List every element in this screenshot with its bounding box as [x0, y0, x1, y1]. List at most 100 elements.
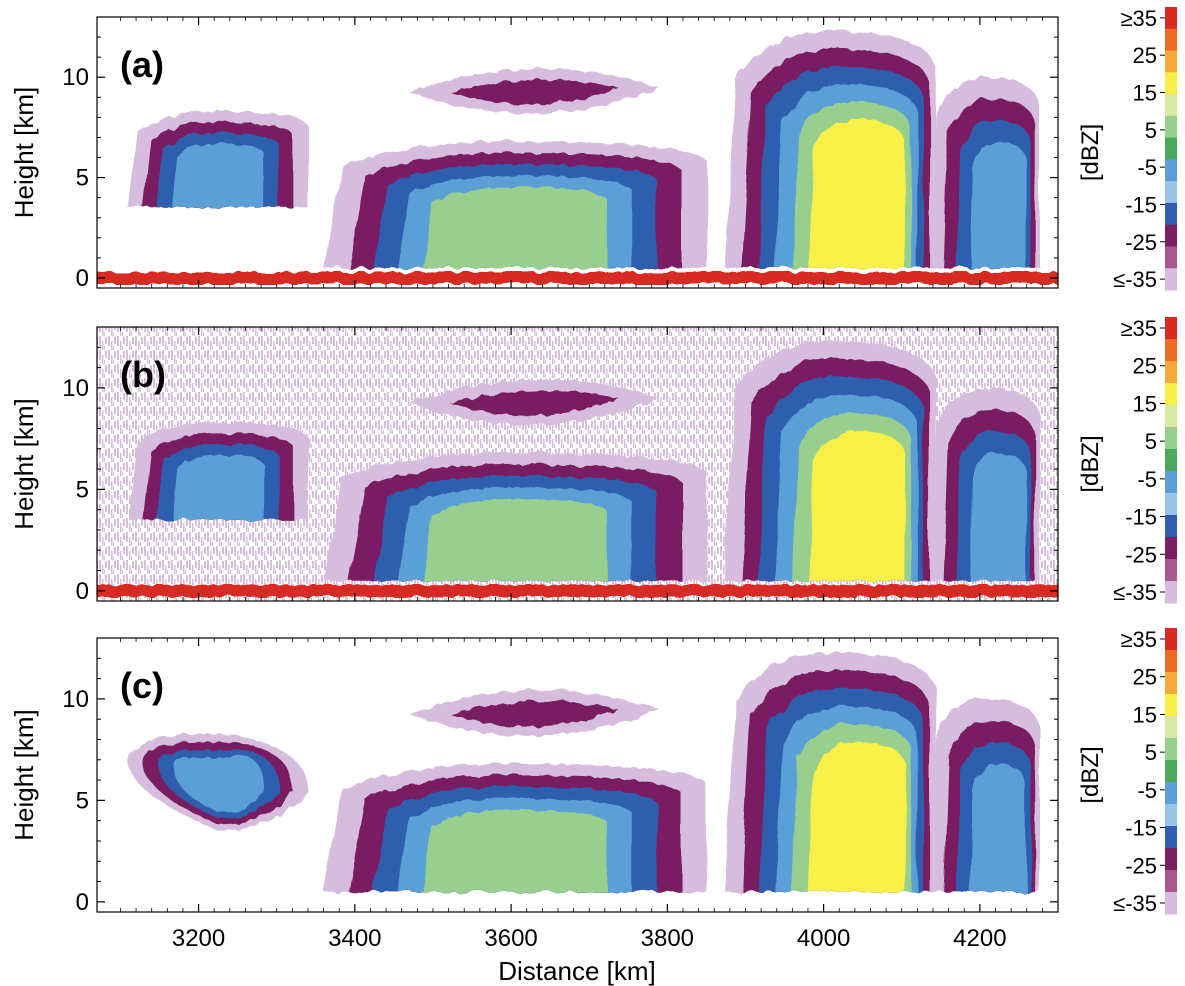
colorbar-swatch [1165, 339, 1177, 362]
y-tick-label: 0 [76, 265, 89, 292]
y-tick-label: 5 [76, 787, 89, 814]
feature-convective-tower [724, 31, 936, 268]
colorbar: ≥35 25 15 5 -5 -15 -25 ≤-35 [dBZ] [1077, 6, 1177, 292]
panel-0: 0 5 10 (a) Height [km] ≥35 25 15 5 -5 -15 -25 ≤-35 [d… [9, 6, 1177, 292]
echo-contour [450, 79, 619, 105]
plot-frame [96, 16, 1059, 289]
colorbar-tick-label: -15 [1125, 816, 1157, 841]
colorbar-tick-label: ≤-35 [1113, 580, 1157, 605]
colorbar-swatch [1165, 383, 1177, 406]
colorbar-swatch [1165, 738, 1177, 761]
echo-contour [172, 455, 265, 520]
feature-cloud [323, 452, 707, 581]
echo-contour [450, 390, 619, 416]
panel-2: 0 5 10 3200 3400 3600 3800 4000 4200 (c) Height [k… [9, 627, 1177, 952]
feature-anvil [409, 690, 660, 736]
echo-contour [808, 119, 905, 268]
colorbar-swatch [1165, 317, 1177, 340]
colorbar-tick-label: 25 [1133, 665, 1157, 690]
panel-label: (b) [120, 354, 166, 395]
colorbar-swatch [1165, 115, 1177, 139]
colorbar-swatch [1165, 202, 1177, 226]
colorbar-tick-label: 25 [1133, 354, 1157, 379]
colorbar-swatch [1165, 628, 1177, 651]
x-axis-label: Distance [km] [498, 956, 656, 986]
colorbar-swatch [1165, 870, 1177, 893]
colorbar-swatch [1165, 361, 1177, 384]
y-axis-label: Height [km] [9, 398, 39, 530]
colorbar-tick-label: 25 [1133, 43, 1157, 68]
echo-contour [808, 431, 905, 581]
echo-contour [450, 701, 619, 727]
y-tick-label: 10 [62, 686, 89, 713]
colorbar-swatch [1165, 493, 1177, 516]
colorbar-swatch [1165, 159, 1177, 182]
colorbar-tick-label: -25 [1125, 542, 1157, 567]
echo-contour [969, 452, 1026, 581]
colorbar: ≥35 25 15 5 -5 -15 -25 ≤-35 [dBZ] [1077, 627, 1177, 916]
colorbar-tick-label: -5 [1137, 155, 1157, 180]
feature-convective-tower [724, 341, 936, 581]
colorbar-swatch [1165, 28, 1177, 52]
colorbar-swatch [1165, 716, 1177, 739]
panel-label: (a) [120, 44, 164, 85]
x-tick-label: 3400 [328, 925, 381, 952]
colorbar-swatch [1165, 94, 1177, 117]
colorbar-tick-label: 5 [1145, 429, 1157, 454]
colorbar-swatch [1165, 515, 1177, 538]
echo-contour [172, 755, 265, 814]
feature-anvil [409, 379, 660, 425]
feature-anvil [409, 68, 660, 114]
colorbar-swatch [1165, 559, 1177, 582]
colorbar-swatch [1165, 672, 1177, 695]
colorbar-swatch [1165, 7, 1177, 30]
colorbar-swatch [1165, 224, 1177, 247]
colorbar-swatch [1165, 427, 1177, 450]
colorbar-swatch [1165, 892, 1177, 915]
colorbar-swatch [1165, 181, 1177, 204]
surface-band [97, 584, 1058, 597]
colorbar-swatch [1165, 246, 1177, 269]
panel-label: (c) [120, 665, 164, 706]
colorbar-swatch [1165, 537, 1177, 560]
echo-contour [172, 143, 265, 208]
colorbar-swatch [1165, 50, 1177, 73]
y-axis-label: Height [km] [9, 87, 39, 219]
echo-contour [969, 141, 1026, 268]
colorbar-label: [dBZ] [1077, 746, 1104, 803]
colorbar-tick-label: 15 [1133, 391, 1157, 416]
colorbar-tick-label: 5 [1145, 118, 1157, 143]
plot-content [97, 31, 1058, 284]
y-tick-label: 10 [62, 375, 89, 402]
colorbar-swatch [1165, 268, 1177, 291]
colorbar-swatch [1165, 804, 1177, 827]
colorbar-swatch [1165, 760, 1177, 783]
colorbar-swatch [1165, 405, 1177, 428]
colorbar-tick-label: ≥35 [1120, 627, 1157, 652]
echo-contour [423, 809, 607, 892]
colorbar-label: [dBZ] [1077, 124, 1104, 181]
feature-cells [930, 77, 1041, 268]
feature-surface-return [97, 271, 1058, 284]
colorbar-tick-label: ≤-35 [1113, 267, 1157, 292]
y-tick-label: 10 [62, 64, 89, 91]
echo-contour [423, 498, 607, 581]
colorbar-swatch [1165, 848, 1177, 871]
plot-frame [96, 637, 1059, 913]
colorbar-tick-label: -15 [1125, 505, 1157, 530]
feature-cloud [128, 422, 308, 520]
y-tick-label: 0 [76, 578, 89, 605]
colorbar-tick-label: -25 [1125, 853, 1157, 878]
echo-contour [808, 742, 905, 892]
feature-cells [930, 698, 1041, 892]
feature-cloud [323, 763, 707, 892]
y-tick-label: 0 [76, 889, 89, 916]
colorbar-tick-label: ≥35 [1120, 6, 1157, 31]
colorbar-swatch [1165, 449, 1177, 472]
colorbar-swatch [1165, 581, 1177, 604]
colorbar-swatch [1165, 694, 1177, 717]
colorbar-swatch [1165, 72, 1177, 95]
feature-convective-tower [724, 652, 936, 892]
surface-band [97, 271, 1058, 284]
